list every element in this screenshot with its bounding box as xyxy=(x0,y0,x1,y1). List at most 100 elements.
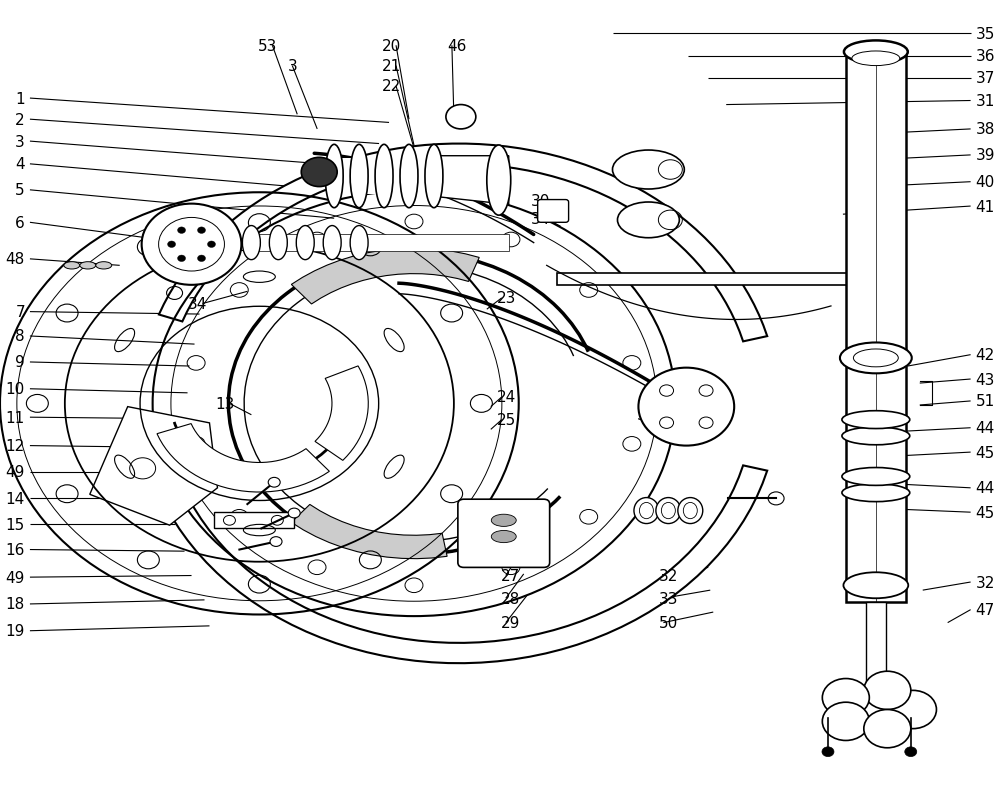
Ellipse shape xyxy=(400,145,418,208)
Text: 31: 31 xyxy=(976,94,995,109)
Text: 38: 38 xyxy=(976,122,995,137)
Ellipse shape xyxy=(842,484,910,502)
Ellipse shape xyxy=(96,263,112,269)
Ellipse shape xyxy=(425,145,443,208)
Circle shape xyxy=(288,508,300,518)
Text: 2: 2 xyxy=(15,113,25,127)
Polygon shape xyxy=(244,234,509,252)
Polygon shape xyxy=(846,53,906,602)
Circle shape xyxy=(168,242,176,248)
Text: 44: 44 xyxy=(976,481,995,496)
Text: 9: 9 xyxy=(15,355,25,370)
Text: 41: 41 xyxy=(976,200,995,214)
Text: 46: 46 xyxy=(447,39,466,54)
Circle shape xyxy=(207,242,215,248)
Text: 3: 3 xyxy=(15,135,25,149)
Ellipse shape xyxy=(852,52,900,67)
Text: 13: 13 xyxy=(215,397,234,411)
FancyBboxPatch shape xyxy=(458,500,550,568)
Ellipse shape xyxy=(350,226,368,260)
Text: 45: 45 xyxy=(976,505,995,520)
Text: 43: 43 xyxy=(976,372,995,387)
Text: 22: 22 xyxy=(382,79,401,94)
Text: 25: 25 xyxy=(497,413,516,427)
Ellipse shape xyxy=(840,343,912,374)
Text: 1: 1 xyxy=(15,92,25,106)
Ellipse shape xyxy=(64,263,80,269)
Text: 6: 6 xyxy=(15,216,25,230)
Circle shape xyxy=(889,690,936,729)
Polygon shape xyxy=(291,249,479,305)
Ellipse shape xyxy=(844,41,908,64)
Ellipse shape xyxy=(80,263,96,269)
Text: 21: 21 xyxy=(382,59,401,74)
Ellipse shape xyxy=(842,427,910,445)
Text: 34: 34 xyxy=(636,408,656,423)
Ellipse shape xyxy=(678,498,703,524)
Text: 35: 35 xyxy=(976,27,995,41)
Text: 50: 50 xyxy=(658,616,678,630)
Text: 44: 44 xyxy=(976,421,995,436)
Polygon shape xyxy=(866,602,886,687)
Text: 5: 5 xyxy=(15,183,25,198)
Text: 42: 42 xyxy=(976,348,995,363)
Ellipse shape xyxy=(323,226,341,260)
Polygon shape xyxy=(159,466,767,663)
Text: 39: 39 xyxy=(976,148,995,163)
Circle shape xyxy=(178,228,186,234)
Text: 49: 49 xyxy=(6,465,25,479)
Text: 23: 23 xyxy=(497,291,516,306)
Circle shape xyxy=(446,105,476,130)
Text: 40: 40 xyxy=(976,175,995,190)
Ellipse shape xyxy=(487,146,511,216)
Text: 51: 51 xyxy=(976,394,995,409)
Text: 32: 32 xyxy=(976,575,995,590)
Text: 34: 34 xyxy=(188,297,207,311)
Circle shape xyxy=(864,710,911,748)
Text: 34: 34 xyxy=(531,212,551,226)
Ellipse shape xyxy=(325,145,343,208)
Circle shape xyxy=(822,747,834,757)
Circle shape xyxy=(822,679,869,717)
Circle shape xyxy=(142,204,241,285)
Ellipse shape xyxy=(842,468,910,486)
Text: 10: 10 xyxy=(6,382,25,397)
Text: 26: 26 xyxy=(501,546,520,560)
Text: 53: 53 xyxy=(258,39,277,54)
Ellipse shape xyxy=(842,411,910,429)
Text: 3: 3 xyxy=(288,59,297,74)
Text: 47: 47 xyxy=(976,603,995,617)
Circle shape xyxy=(864,672,911,710)
Text: 30: 30 xyxy=(531,194,551,208)
Text: 4: 4 xyxy=(15,157,25,172)
Circle shape xyxy=(198,255,205,262)
Text: 33: 33 xyxy=(658,591,678,606)
Circle shape xyxy=(301,158,337,187)
Polygon shape xyxy=(90,407,217,526)
Text: 37: 37 xyxy=(976,71,995,86)
Circle shape xyxy=(638,368,734,446)
Circle shape xyxy=(178,255,186,262)
Circle shape xyxy=(270,537,282,547)
Ellipse shape xyxy=(269,226,287,260)
Text: 14: 14 xyxy=(6,491,25,506)
Ellipse shape xyxy=(617,203,679,238)
Ellipse shape xyxy=(634,498,659,524)
Text: 45: 45 xyxy=(976,445,995,460)
Text: 48: 48 xyxy=(6,252,25,267)
Text: 49: 49 xyxy=(6,570,25,585)
Text: 32: 32 xyxy=(658,569,678,583)
Ellipse shape xyxy=(491,531,516,543)
Polygon shape xyxy=(159,144,767,342)
Polygon shape xyxy=(331,159,437,195)
Ellipse shape xyxy=(350,145,368,208)
Ellipse shape xyxy=(242,226,260,260)
Ellipse shape xyxy=(296,226,314,260)
Circle shape xyxy=(268,478,280,487)
Text: 18: 18 xyxy=(6,597,25,611)
Text: 52: 52 xyxy=(381,543,400,557)
Ellipse shape xyxy=(612,151,684,190)
Text: 8: 8 xyxy=(15,329,25,344)
Circle shape xyxy=(822,702,869,740)
Text: 16: 16 xyxy=(6,543,25,557)
